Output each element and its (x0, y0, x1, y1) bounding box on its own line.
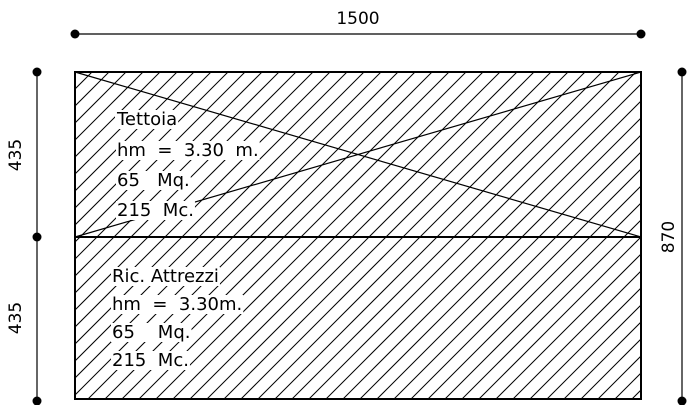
hatch-line (75, 72, 263, 260)
dimension-right: 870 (659, 67, 687, 405)
hatch-line (75, 72, 382, 379)
hatch-line (291, 72, 620, 399)
hatch-line (75, 72, 365, 362)
dimension-right-label: 870 (659, 221, 679, 253)
hatch-line (223, 72, 552, 399)
hatch-line (325, 83, 641, 399)
label-backing (111, 295, 244, 314)
hatch-line (75, 72, 399, 396)
dimension-left-upper-label: 435 (6, 139, 26, 171)
hatch-line (444, 202, 641, 399)
dimension-top: 1500 (70, 9, 646, 39)
hatch-line (308, 72, 637, 399)
hatch-line (563, 321, 641, 399)
label-backing (111, 267, 220, 286)
hatch-line (546, 304, 641, 399)
hatch-line (461, 219, 641, 399)
hatch-line (342, 100, 641, 399)
hatch-line (683, 72, 687, 399)
label-backing (115, 110, 179, 129)
dimension-top-label: 1500 (336, 9, 379, 29)
plan-outline (74, 71, 642, 400)
hatch-line (75, 72, 280, 277)
lower-area-height: hm = 3.30m. (112, 294, 242, 315)
hatch-line (138, 72, 467, 399)
hatch-line (155, 72, 484, 399)
hatch-line (427, 185, 641, 399)
hatch-line (529, 287, 641, 399)
hatch-line (206, 72, 535, 399)
hatch-line (75, 72, 348, 345)
upper-area-surface: 65 Mq. (117, 170, 190, 191)
hatch-line (75, 72, 127, 124)
hatch-pattern (75, 72, 687, 399)
lower-area-label: Ric. Attrezzi hm = 3.30m. 65 Mq. 215 Mc. (111, 266, 244, 371)
upper-area-volume: 215 Mc. (117, 200, 194, 221)
hatch-line (75, 72, 297, 294)
hatch-line (359, 117, 641, 399)
label-backing (116, 201, 195, 220)
hatch-line (121, 72, 450, 399)
hatch-line (274, 72, 603, 399)
hatch-line (512, 270, 641, 399)
label-backing (111, 351, 190, 370)
upper-area-label: Tettoia hm = 3.30 m. 65 Mq. 215 Mc. (115, 109, 260, 221)
hatch-line (376, 134, 641, 399)
hatch-line (257, 72, 586, 399)
dimension-left-lower-label: 435 (6, 302, 26, 334)
hatch-line (189, 72, 518, 399)
hatch-line (393, 151, 641, 399)
hatch-line (75, 72, 144, 141)
hatch-line (75, 72, 331, 328)
hatch-line (580, 338, 641, 399)
label-backing (116, 141, 260, 160)
hatch-line (87, 72, 416, 399)
hatch-line (75, 72, 161, 158)
hatch-line (478, 236, 641, 399)
label-backing (111, 323, 192, 342)
lower-area-name: Ric. Attrezzi (112, 266, 219, 287)
lower-area-surface: 65 Mq. (112, 322, 190, 343)
dimension-left: 435 435 (6, 67, 42, 405)
hatch-line (240, 72, 569, 399)
hatch-line (75, 72, 314, 311)
hatch-line (75, 72, 110, 107)
upper-area-height: hm = 3.30 m. (117, 140, 259, 161)
lower-area-volume: 215 Mc. (112, 350, 189, 371)
upper-area-name: Tettoia (116, 109, 177, 130)
label-backing (116, 171, 191, 190)
hatch-line (172, 72, 501, 399)
hatch-line (495, 253, 641, 399)
hatch-line (104, 72, 433, 399)
hatch-line (410, 168, 641, 399)
